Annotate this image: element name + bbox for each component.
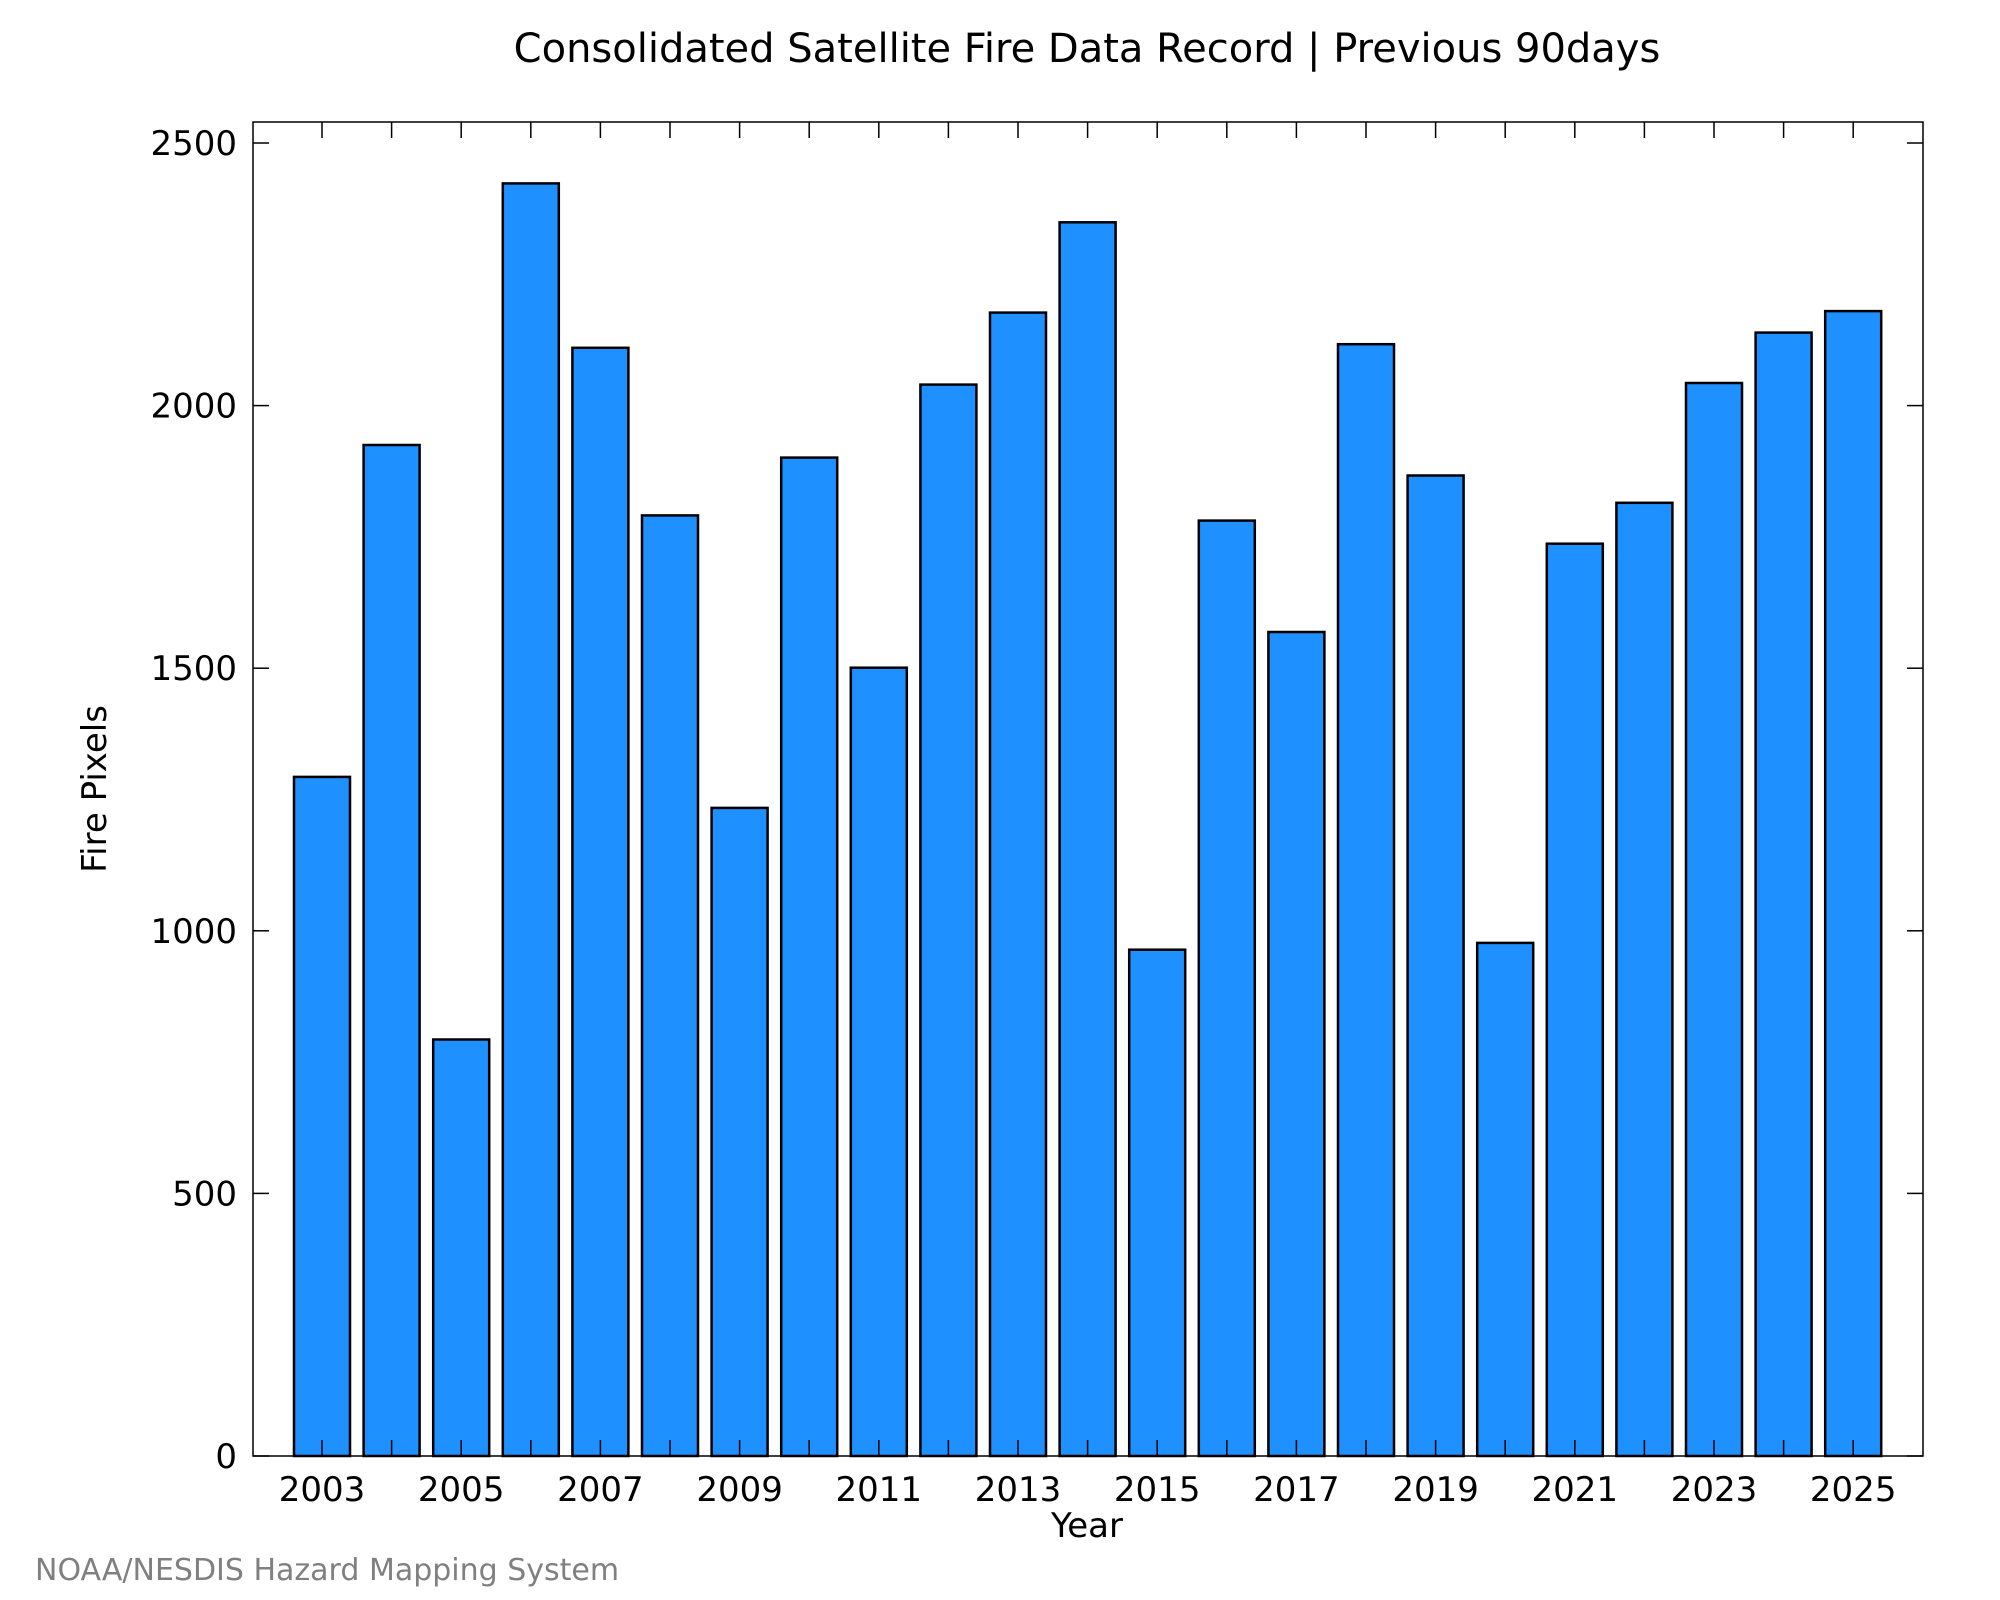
credit-text: NOAA/NESDIS Hazard Mapping System [35, 1553, 619, 1588]
bar-2012 [919, 383, 978, 1458]
x-tick-label-2021: 2021 [1532, 1470, 1619, 1510]
bar-2013 [988, 311, 1048, 1458]
x-tick-label-2013: 2013 [975, 1470, 1062, 1510]
y-axis-label: Fire Pixels [75, 705, 115, 873]
bar-2008 [640, 514, 700, 1458]
y-tick-label-500: 500 [172, 1174, 237, 1214]
chart-title: Consolidated Satellite Fire Data Record … [514, 26, 1661, 72]
y-tick-label-2000: 2000 [150, 387, 237, 427]
bar-2011 [849, 666, 909, 1458]
y-axis: 0 500 1000 1500 2000 2500 [150, 124, 1923, 1477]
y-tick-label-1500: 1500 [150, 649, 237, 689]
y-tick-label-2500: 2500 [150, 124, 237, 164]
x-tick-label-2009: 2009 [696, 1470, 783, 1510]
bar-2025 [1823, 309, 1883, 1458]
bar-2005 [431, 1038, 491, 1458]
x-axis: 2003 2005 2007 2009 2011 2013 2015 2017 2019 2021… [279, 122, 1897, 1510]
bar-2023 [1684, 381, 1744, 1458]
x-tick-label-2005: 2005 [418, 1470, 505, 1510]
x-tick-label-2007: 2007 [557, 1470, 644, 1510]
bars-layer [292, 182, 1883, 1458]
bar-2024 [1754, 331, 1813, 1458]
bar-2015 [1127, 948, 1187, 1458]
bar-2004 [362, 443, 421, 1458]
x-axis-label: Year [1050, 1506, 1123, 1546]
bar-2020 [1475, 941, 1535, 1458]
bar-2009 [710, 806, 769, 1458]
bar-2010 [779, 456, 839, 1458]
x-tick-label-2003: 2003 [279, 1470, 366, 1510]
x-tick-label-2019: 2019 [1392, 1470, 1479, 1510]
bar-2003 [292, 775, 352, 1458]
bar-2022 [1615, 501, 1674, 1458]
bar-2006 [501, 182, 561, 1458]
bar-2017 [1267, 630, 1326, 1458]
bar-2007 [571, 346, 630, 1458]
x-tick-label-2023: 2023 [1671, 1470, 1758, 1510]
x-tick-label-2015: 2015 [1114, 1470, 1201, 1510]
x-tick-label-2025: 2025 [1810, 1470, 1897, 1510]
bar-2021 [1545, 542, 1605, 1458]
y-tick-label-1000: 1000 [150, 912, 237, 952]
y-tick-label-0: 0 [215, 1437, 237, 1477]
x-tick-label-2017: 2017 [1253, 1470, 1340, 1510]
bar-2018 [1336, 342, 1396, 1458]
bar-2016 [1197, 519, 1257, 1458]
x-tick-label-2011: 2011 [836, 1470, 923, 1510]
bar-2014 [1058, 221, 1117, 1458]
bar-2019 [1406, 474, 1465, 1458]
